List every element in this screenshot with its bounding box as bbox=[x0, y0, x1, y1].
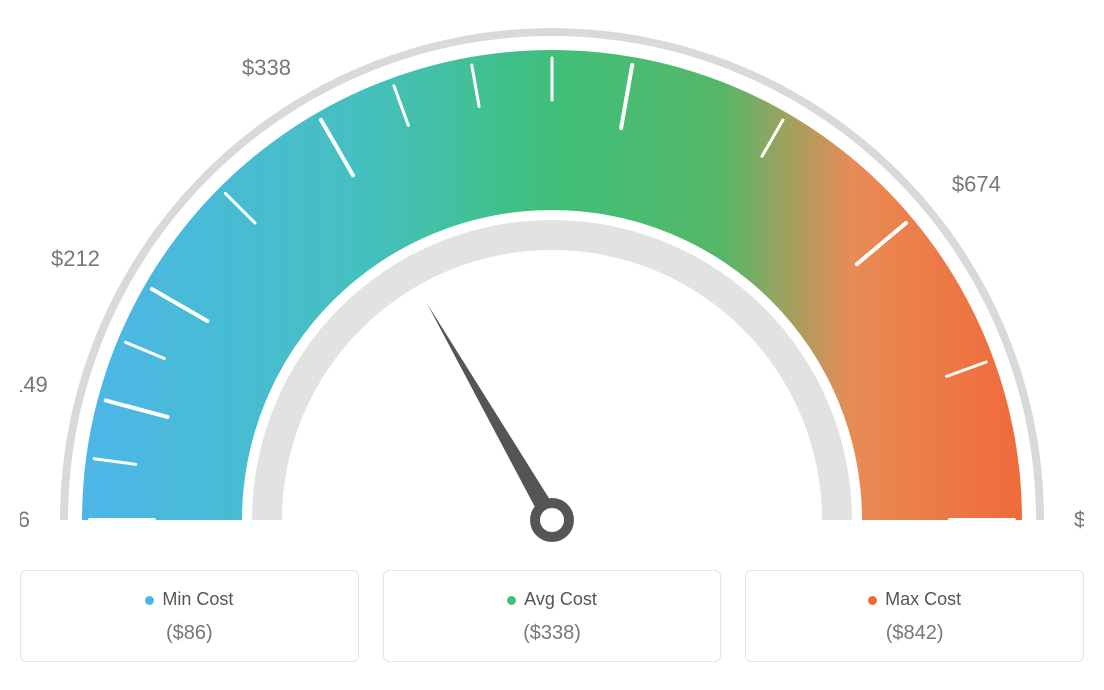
gauge-chart: $86$149$212$338$506$674$842 bbox=[20, 20, 1084, 560]
legend-max-value: ($842) bbox=[756, 622, 1073, 645]
svg-text:$338: $338 bbox=[242, 55, 291, 80]
cost-gauge-container: $86$149$212$338$506$674$842 Min Cost ($8… bbox=[20, 20, 1084, 662]
legend-avg-title: Avg Cost bbox=[394, 589, 711, 610]
legend-card-min: Min Cost ($86) bbox=[20, 570, 359, 662]
dot-icon bbox=[868, 596, 877, 605]
legend-min-label: Min Cost bbox=[162, 589, 233, 609]
legend-max-title: Max Cost bbox=[756, 589, 1073, 610]
dot-icon bbox=[145, 596, 154, 605]
svg-text:$86: $86 bbox=[20, 507, 30, 532]
legend-min-value: ($86) bbox=[31, 622, 348, 645]
legend-card-avg: Avg Cost ($338) bbox=[383, 570, 722, 662]
legend-row: Min Cost ($86) Avg Cost ($338) Max Cost … bbox=[20, 570, 1084, 662]
legend-max-label: Max Cost bbox=[885, 589, 961, 609]
legend-avg-value: ($338) bbox=[394, 622, 711, 645]
legend-min-title: Min Cost bbox=[31, 589, 348, 610]
dot-icon bbox=[507, 596, 516, 605]
svg-text:$212: $212 bbox=[51, 246, 100, 271]
svg-text:$842: $842 bbox=[1074, 507, 1084, 532]
legend-card-max: Max Cost ($842) bbox=[745, 570, 1084, 662]
svg-text:$674: $674 bbox=[952, 171, 1001, 196]
legend-avg-label: Avg Cost bbox=[524, 589, 597, 609]
svg-text:$149: $149 bbox=[20, 372, 48, 397]
